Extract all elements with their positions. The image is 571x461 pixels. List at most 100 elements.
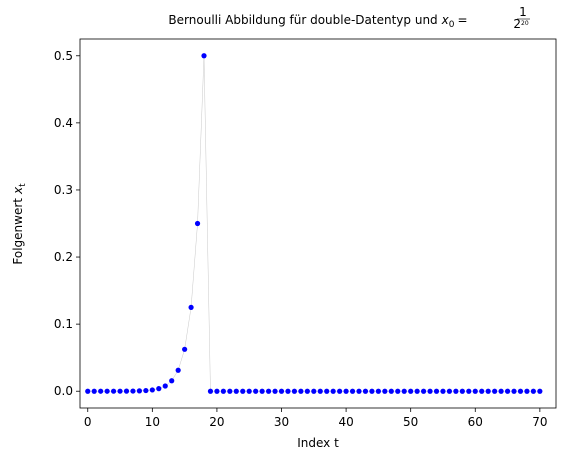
data-point [504, 388, 511, 394]
title-sub: 0 [449, 20, 455, 30]
data-point [311, 388, 317, 394]
data-point [382, 388, 388, 394]
y-axis-label: Folgenwert xt [11, 183, 28, 265]
title-den: 220 [513, 17, 528, 31]
data-point [362, 388, 369, 394]
y-tick-label: 0.3 [54, 183, 73, 197]
y-tick-label: 0.4 [54, 116, 73, 130]
data-point [395, 388, 401, 394]
title-eq: = [458, 13, 468, 27]
data-point [524, 388, 530, 394]
data-point [369, 388, 375, 394]
data-point [278, 388, 285, 394]
data-point [220, 388, 226, 394]
data-point [485, 388, 491, 394]
data-point [104, 388, 110, 394]
ylabel-sub: t [18, 183, 28, 187]
data-point [298, 388, 304, 394]
data-point [156, 386, 162, 392]
x-tick-label: 50 [403, 415, 418, 429]
x-tick-label: 60 [468, 415, 483, 429]
data-point [233, 388, 239, 394]
data-point [194, 220, 201, 227]
data-point [433, 388, 440, 394]
data-point [420, 388, 427, 394]
data-point [317, 388, 323, 394]
data-point [291, 388, 298, 394]
data-point [175, 367, 181, 373]
data-point [304, 388, 310, 394]
data-point [110, 388, 117, 394]
data-point [337, 388, 343, 394]
data-point [227, 388, 233, 394]
data-point [492, 388, 498, 394]
title-exp: 20 [521, 20, 529, 27]
data-point [214, 388, 220, 394]
data-point [388, 388, 394, 394]
data-point [91, 388, 97, 394]
data-point [85, 388, 91, 394]
data-point [330, 388, 336, 394]
title-text: Bernoulli Abbildung für double-Datentyp … [168, 13, 437, 27]
x-tick-label: 30 [274, 415, 289, 429]
data-point [466, 388, 472, 394]
data-point [324, 388, 330, 394]
y-tick-label: 0.0 [54, 384, 73, 398]
data-point [253, 388, 259, 394]
ylabel-text: Folgenwert [11, 198, 25, 265]
chart-title: Bernoulli Abbildung für double-Datentyp … [168, 13, 467, 30]
data-point [272, 388, 278, 394]
data-point [479, 388, 485, 394]
data-point [440, 388, 446, 394]
data-point [169, 378, 175, 384]
y-tick-label: 0.5 [54, 49, 73, 63]
data-point [453, 388, 459, 394]
data-point [349, 388, 356, 394]
y-tick-label: 0.2 [54, 250, 73, 264]
data-point [201, 53, 207, 59]
data-point [136, 388, 143, 394]
data-point [98, 388, 104, 394]
title-var: x [441, 13, 450, 27]
x-tick-label: 10 [145, 415, 160, 429]
title-fraction: 1 220 [513, 5, 530, 31]
data-point [240, 388, 246, 394]
data-point [259, 388, 265, 394]
data-point [427, 388, 433, 394]
y-tick-label: 0.1 [54, 317, 73, 331]
data-point [117, 388, 123, 394]
data-point [401, 388, 407, 394]
data-point [285, 388, 291, 394]
x-axis-label: Index t [297, 436, 339, 450]
ylabel-var: x [11, 186, 25, 195]
data-point [182, 346, 188, 352]
x-tick-label: 40 [338, 415, 353, 429]
data-point [265, 388, 272, 394]
data-point [537, 388, 543, 394]
data-point [414, 388, 420, 394]
data-point [207, 388, 214, 394]
data-point [130, 388, 136, 394]
data-point [408, 388, 414, 394]
data-point [511, 388, 517, 394]
x-tick-label: 0 [84, 415, 92, 429]
title-den-base: 2 [513, 17, 521, 31]
data-point [143, 387, 149, 394]
plot-frame [79, 38, 557, 409]
title-num: 1 [519, 5, 527, 19]
data-point [188, 304, 194, 310]
data-point [162, 383, 168, 389]
data-point [459, 388, 465, 394]
data-point [343, 388, 349, 394]
data-point [149, 387, 155, 393]
x-tick-label: 20 [209, 415, 224, 429]
data-point [375, 388, 381, 394]
x-tick-label: 70 [532, 415, 547, 429]
data-point [446, 388, 453, 394]
data-point [123, 388, 130, 394]
data-point [356, 388, 362, 394]
data-point [517, 388, 524, 394]
data-point [472, 388, 478, 394]
